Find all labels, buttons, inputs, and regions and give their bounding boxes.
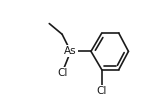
Text: As: As [64,46,77,56]
Text: Cl: Cl [57,68,67,78]
Text: Cl: Cl [97,86,107,96]
